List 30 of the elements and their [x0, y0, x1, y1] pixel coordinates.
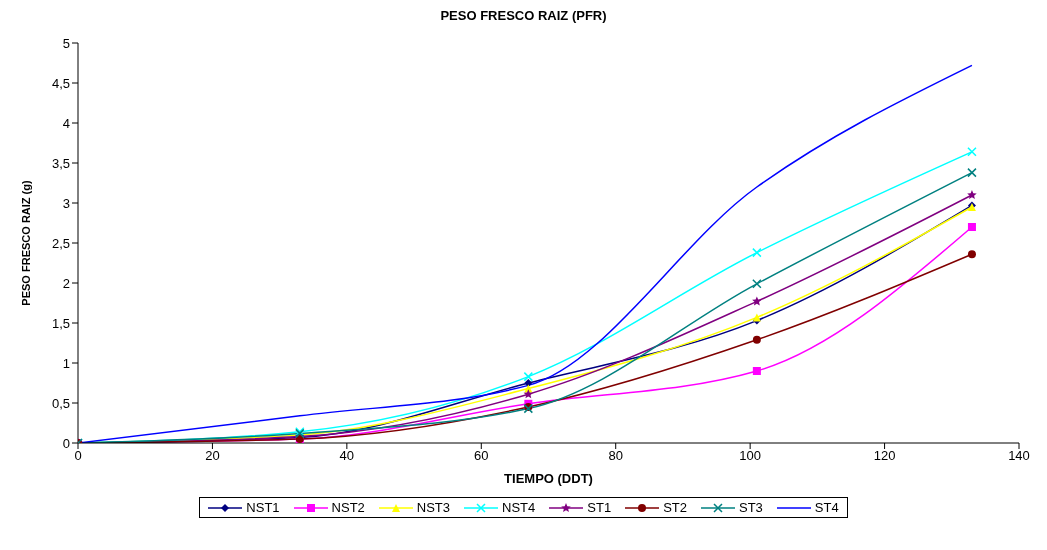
y-tick-label: 1: [62, 355, 70, 371]
legend-label: ST2: [662, 500, 687, 515]
y-axis-title: PESO FRESCO RAIZ (g): [19, 180, 32, 306]
y-tick-label: 5: [62, 35, 70, 51]
x-tick-label: 60: [474, 448, 489, 464]
x-tick-label: 140: [1008, 448, 1030, 464]
x-tick-label: 40: [339, 448, 355, 464]
y-tick-label: 1,5: [51, 315, 70, 331]
x-tick-label: 100: [739, 448, 761, 464]
x-tick-label: 80: [608, 448, 623, 464]
x-axis-title: TIEMPO (DDT): [504, 471, 593, 486]
y-tick-label: 4,5: [51, 75, 70, 91]
y-tick-label: 3,5: [51, 155, 70, 171]
legend-label: ST3: [737, 500, 763, 515]
x-tick-label: 0: [74, 448, 82, 464]
y-tick-label: 3: [62, 195, 70, 211]
y-tick-label: 2: [62, 275, 70, 291]
y-tick-label: 2,5: [51, 235, 70, 251]
y-tick-label: 0: [62, 435, 70, 451]
legend-label: NST2: [330, 500, 365, 515]
chart-title: PESO FRESCO RAIZ (PFR): [439, 8, 608, 23]
y-tick-label: 4: [62, 115, 70, 131]
legend-label: ST4: [813, 500, 839, 515]
legend-label: NST4: [501, 500, 536, 515]
legend-label: NST1: [245, 500, 280, 515]
x-tick-label: 20: [205, 448, 220, 464]
legend-label: NST3: [415, 500, 451, 515]
x-tick-label: 120: [873, 448, 896, 464]
y-tick-label: 0,5: [51, 395, 70, 411]
legend-label: ST1: [586, 500, 612, 515]
